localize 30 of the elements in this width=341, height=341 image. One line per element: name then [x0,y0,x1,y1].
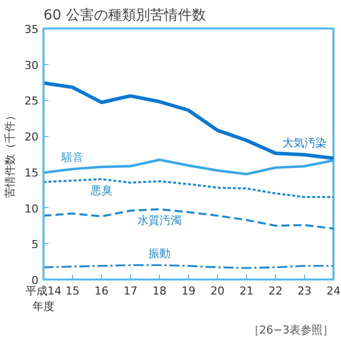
x-tick-label: 24 [326,284,340,298]
line-series [44,81,334,160]
y-tick-label: 15 [24,166,39,180]
y-tick-label: 35 [24,23,39,36]
chart-title: 60 公害の種類別苦情件数 [44,8,206,24]
x-tick-label: 15 [66,284,80,298]
line-series [44,208,334,230]
y-tick-label: 0 [32,274,38,287]
x-tick-label: 16 [94,284,108,298]
x-tick-label: 20 [210,284,224,298]
y-tick-label: 20 [24,130,39,144]
series-label: 騒音 [60,151,84,164]
series-label: 大気汚染 [282,136,326,150]
x-tick-label: 19 [182,284,196,298]
y-tick-label: 25 [24,94,39,108]
y-axis-title: 苦情件数（千件） [4,110,17,198]
x-tick-label: 18 [152,284,166,298]
text: ［26−3表参照］ [248,324,334,336]
x-tick-label: 平成14 年度 [26,284,62,314]
x-tick-label: 23 [298,284,312,298]
x-tick-label: 22 [268,284,282,298]
series-label: 悪臭 [90,184,112,198]
y-tick-label: 5 [32,238,38,252]
series-label: 水質汚濁 [138,214,182,228]
x-tick-label: 17 [124,284,138,298]
y-tick-label: 30 [24,58,39,72]
x-tick-label: 21 [240,284,254,298]
series-label: 振動 [148,247,170,260]
line-series [44,178,334,198]
y-tick-label: 10 [24,202,39,216]
